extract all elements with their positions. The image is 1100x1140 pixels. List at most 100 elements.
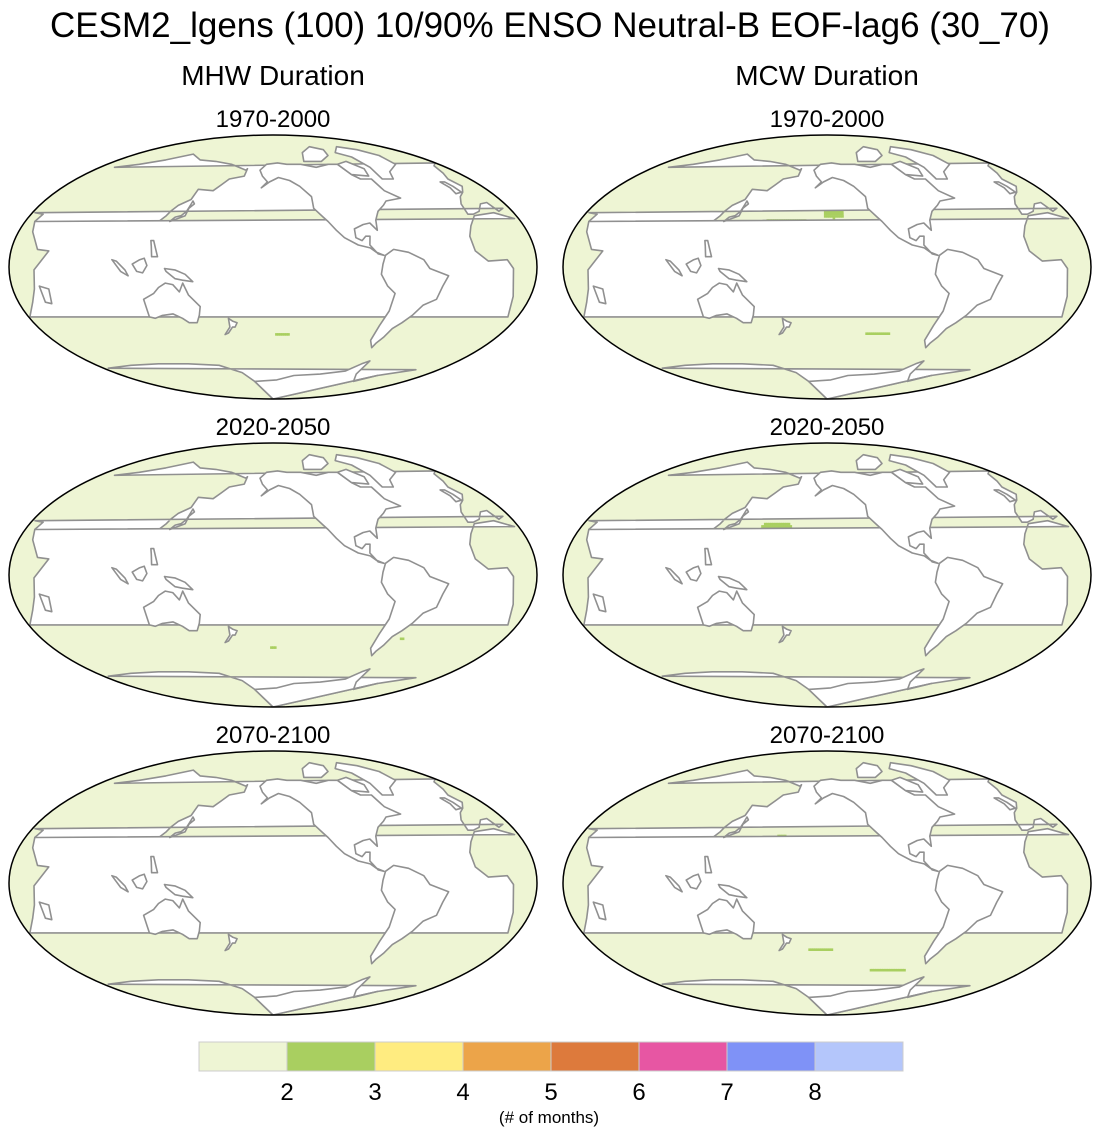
- land-baffin: [890, 776, 924, 793]
- land-new-zealand: [778, 933, 792, 952]
- land-new-zealand: [224, 933, 238, 952]
- duration-patch: [808, 948, 834, 951]
- land-africa: [583, 827, 1070, 934]
- land-uk: [993, 489, 1017, 503]
- colorbar-tick-label: 8: [808, 1079, 821, 1106]
- colorbar-swatch: [638, 1041, 728, 1072]
- map-border: [8, 750, 538, 1016]
- land-new-zealand: [224, 317, 238, 336]
- land-sumatra: [111, 258, 129, 277]
- land-madagascar: [592, 901, 607, 921]
- colorbar-tick-label: 4: [456, 1079, 469, 1106]
- land-borneo: [685, 565, 702, 582]
- land-africa: [29, 827, 516, 934]
- land-philippines: [150, 239, 159, 258]
- colorbar: 2 3 4 5 6 7 8 (# of months): [198, 1041, 904, 1127]
- land-new-zealand: [778, 317, 792, 336]
- map-mhw-2020-2050: [8, 442, 538, 708]
- land-greenland: [334, 453, 397, 488]
- land-borneo: [685, 873, 702, 890]
- land-philippines: [150, 547, 159, 566]
- land-uk: [439, 797, 463, 811]
- colorbar-swatch: [374, 1041, 464, 1072]
- land-japan: [722, 816, 750, 839]
- land-new-guinea: [717, 883, 748, 899]
- land-madagascar: [592, 593, 607, 613]
- land-philippines: [704, 855, 713, 874]
- panel-title-mhw-1: 1970-2000: [215, 106, 331, 133]
- land-south-america: [369, 248, 450, 349]
- main-title: CESM2_lgens (100) 10/90% ENSO Neutral-B …: [50, 6, 1050, 45]
- map-mcw-2070-2100: [562, 750, 1092, 1016]
- land-south-america: [369, 556, 450, 657]
- land-canada-islands: [855, 761, 883, 779]
- panel-title-mhw-2: 2020-2050: [215, 414, 331, 441]
- land-sumatra: [665, 874, 683, 893]
- colorbar-tick-label: 2: [280, 1079, 293, 1106]
- colorbar-ticks: 2 3 4 5 6 7 8: [280, 1079, 821, 1106]
- land-japan: [722, 200, 750, 223]
- map-content: [29, 453, 516, 707]
- map-border: [562, 134, 1092, 400]
- land-greenland: [334, 761, 397, 796]
- map-border: [8, 134, 538, 400]
- map-content: [29, 145, 516, 399]
- land-australia: [696, 898, 755, 940]
- land-new-zealand: [224, 625, 238, 644]
- land-south-america: [923, 864, 1004, 965]
- colorbar-swatch: [286, 1041, 376, 1072]
- map-content: [583, 453, 1070, 707]
- panel-title-mcw-2: 2020-2050: [769, 414, 885, 441]
- panel-title-mhw-3: 2070-2100: [215, 722, 331, 749]
- land-antarctica-west: [807, 976, 933, 1015]
- land-greenland: [888, 761, 951, 796]
- land-new-guinea: [163, 267, 194, 283]
- panel-title-mcw-3: 2070-2100: [769, 722, 885, 749]
- duration-patch: [865, 332, 891, 335]
- land-africa: [29, 211, 516, 318]
- land-new-guinea: [717, 575, 748, 591]
- land-japan: [168, 816, 196, 839]
- land-madagascar: [38, 593, 53, 613]
- land-greenland: [888, 145, 951, 180]
- land-borneo: [131, 257, 148, 274]
- colorbar-swatch: [726, 1041, 816, 1072]
- land-philippines: [150, 855, 159, 874]
- map-border: [8, 442, 538, 708]
- land-sumatra: [665, 566, 683, 585]
- land-baffin: [336, 160, 370, 177]
- column-title-mcw: MCW Duration: [735, 60, 919, 91]
- map-mhw-1970-2000: [8, 134, 538, 400]
- land-uk: [439, 181, 463, 195]
- colorbar-swatch: [814, 1041, 904, 1072]
- land-sumatra: [111, 566, 129, 585]
- colorbar-tick-label: 3: [368, 1079, 381, 1106]
- land-sumatra: [111, 874, 129, 893]
- duration-patch: [869, 968, 906, 972]
- land-new-zealand: [778, 625, 792, 644]
- land-new-guinea: [163, 883, 194, 899]
- map-mcw-1970-2000: [562, 134, 1092, 400]
- colorbar-swatch: [550, 1041, 640, 1072]
- land-uk: [993, 797, 1017, 811]
- land-africa: [583, 211, 1070, 318]
- duration-patch: [399, 637, 405, 641]
- colorbar-label: (# of months): [499, 1108, 599, 1127]
- land-greenland: [888, 453, 951, 488]
- map-mhw-2070-2100: [8, 750, 538, 1016]
- map-content: [583, 761, 1070, 1015]
- land-japan: [168, 508, 196, 531]
- column-title-mhw: MHW Duration: [181, 60, 365, 91]
- land-japan: [722, 508, 750, 531]
- land-borneo: [131, 873, 148, 890]
- map-content: [29, 761, 516, 1015]
- land-uk: [993, 181, 1017, 195]
- map-content: [583, 145, 1070, 399]
- land-canada-islands: [855, 145, 883, 163]
- land-borneo: [131, 565, 148, 582]
- colorbar-swatch: [198, 1041, 288, 1072]
- land-antarctica-west: [253, 976, 379, 1015]
- land-africa: [583, 519, 1070, 626]
- land-borneo: [685, 257, 702, 274]
- land-baffin: [890, 468, 924, 485]
